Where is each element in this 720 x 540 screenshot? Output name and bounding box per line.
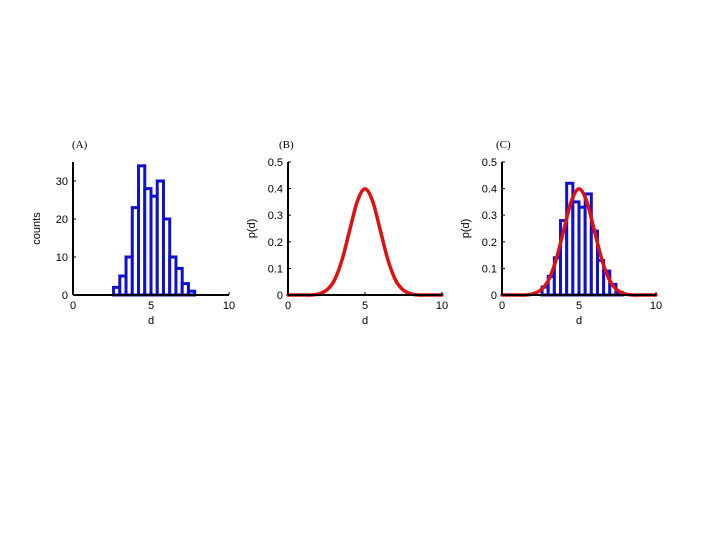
y-tick-label: 0.4 <box>268 184 283 196</box>
y-tick-label: 30 <box>56 176 68 188</box>
y-tick-label: 0.3 <box>482 210 497 222</box>
x-axis-label: d <box>576 315 582 327</box>
y-tick-label: 0.1 <box>482 263 497 275</box>
x-tick-label: 10 <box>223 300 235 312</box>
x-tick-label: 0 <box>285 300 291 312</box>
x-tick-label: 0 <box>499 300 505 312</box>
y-tick-label: 0.1 <box>268 263 283 275</box>
panel-label: (A) <box>72 139 88 151</box>
y-axis-label: p(d) <box>460 219 472 239</box>
y-tick-label: 0.2 <box>268 237 283 249</box>
y-tick-label: 0.5 <box>482 157 497 169</box>
y-tick-label: 0 <box>491 290 497 302</box>
x-tick-label: 10 <box>436 300 448 312</box>
panel-c: (C) 0 5 10 0 0.1 0.2 0.3 0.4 0.5 d p(d) <box>460 139 662 327</box>
y-tick-label: 0.3 <box>268 210 283 222</box>
y-axis-label: counts <box>31 212 43 245</box>
y-tick-label: 10 <box>56 252 68 264</box>
y-tick-label: 20 <box>56 214 68 226</box>
x-axis-label: d <box>362 315 368 327</box>
y-axis-label: p(d) <box>246 219 258 239</box>
y-tick-label: 0 <box>62 290 68 302</box>
x-axis-label: d <box>148 315 154 327</box>
panel-a: (A) 0 5 10 0 10 20 30 d counts <box>31 139 235 327</box>
x-tick-label: 5 <box>362 300 368 312</box>
x-tick-label: 10 <box>650 300 662 312</box>
y-tick-label: 0.2 <box>482 237 497 249</box>
y-tick-label: 0 <box>277 290 283 302</box>
y-tick-label: 0.5 <box>268 157 283 169</box>
y-tick-label: 0.4 <box>482 184 497 196</box>
pdf-curve <box>286 187 444 297</box>
x-tick-label: 5 <box>576 300 582 312</box>
panel-b: (B) 0 5 10 0 0.1 0.2 0.3 0.4 0.5 d p(d) <box>246 139 448 327</box>
x-tick-label: 0 <box>70 300 76 312</box>
panel-label: (B) <box>279 139 294 151</box>
panel-label: (C) <box>496 139 511 151</box>
x-tick-label: 5 <box>148 300 154 312</box>
